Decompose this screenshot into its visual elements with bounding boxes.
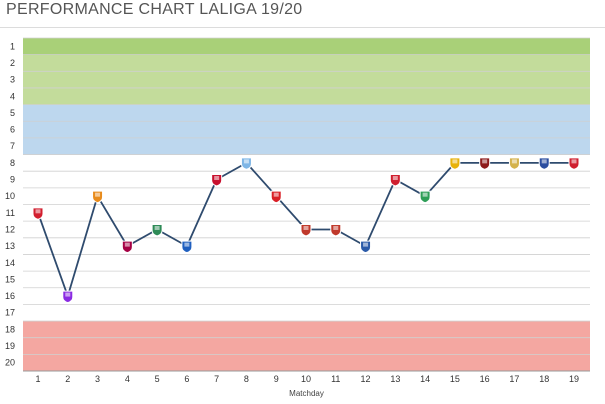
data-point-md-15[interactable] xyxy=(449,157,461,170)
grid-lines xyxy=(23,37,590,372)
x-tick-label: 10 xyxy=(301,374,311,384)
badge-highlight xyxy=(452,159,458,164)
x-tick-label: 14 xyxy=(420,374,430,384)
badge-highlight xyxy=(184,242,190,247)
badge-highlight xyxy=(571,159,577,164)
y-tick-label: 8 xyxy=(10,158,15,168)
x-axis-ticks: 1 2 3 4 5 6 7 8 9 10 11 12 13 14 15 16 17 18 19 xyxy=(35,374,579,384)
data-point-md-4[interactable] xyxy=(121,240,133,254)
data-point-md-1[interactable] xyxy=(32,207,44,220)
y-tick-label: 16 xyxy=(5,291,15,301)
x-tick-label: 8 xyxy=(244,374,249,384)
y-tick-label: 4 xyxy=(10,91,15,101)
x-tick-label: 1 xyxy=(35,374,40,384)
badge-highlight xyxy=(303,225,309,230)
data-point-md-17[interactable] xyxy=(508,157,520,170)
data-point-md-6[interactable] xyxy=(181,240,193,254)
badge-highlight xyxy=(124,242,130,247)
chart-title: PERFORMANCE CHART LALIGA 19/20 xyxy=(6,1,303,18)
x-tick-label: 5 xyxy=(155,374,160,384)
x-tick-label: 12 xyxy=(361,374,371,384)
data-point-md-16[interactable] xyxy=(479,157,491,170)
y-tick-label: 17 xyxy=(5,308,15,318)
data-point-md-13[interactable] xyxy=(389,174,401,187)
x-tick-label: 3 xyxy=(95,374,100,384)
position-band-top xyxy=(23,38,590,55)
badge-highlight xyxy=(65,292,71,297)
data-point-md-18[interactable] xyxy=(538,157,550,170)
badge-highlight xyxy=(363,242,369,247)
x-tick-label: 6 xyxy=(184,374,189,384)
badge-highlight xyxy=(392,176,398,181)
y-tick-label: 18 xyxy=(5,324,15,334)
data-point-md-2[interactable] xyxy=(62,290,74,304)
data-point-md-12[interactable] xyxy=(360,240,372,254)
badge-highlight xyxy=(511,159,517,164)
y-tick-label: 10 xyxy=(5,191,15,201)
x-tick-label: 16 xyxy=(480,374,490,384)
position-band-4 xyxy=(23,321,590,371)
data-point-md-14[interactable] xyxy=(419,190,431,204)
data-point-md-9[interactable] xyxy=(270,190,282,204)
x-tick-label: 19 xyxy=(569,374,579,384)
badge-highlight xyxy=(35,209,41,214)
title-divider xyxy=(0,27,605,28)
x-tick-label: 2 xyxy=(65,374,70,384)
x-tick-label: 13 xyxy=(390,374,400,384)
y-tick-label: 7 xyxy=(10,141,15,151)
x-tick-label: 7 xyxy=(214,374,219,384)
x-tick-label: 11 xyxy=(331,374,340,384)
badge-highlight xyxy=(243,159,249,164)
y-tick-label: 2 xyxy=(10,58,15,68)
y-tick-label: 20 xyxy=(5,358,15,368)
data-point-md-10[interactable] xyxy=(300,223,312,237)
position-band-2 xyxy=(23,104,590,155)
y-tick-label: 14 xyxy=(5,258,15,268)
x-tick-label: 17 xyxy=(509,374,519,384)
y-tick-label: 13 xyxy=(5,241,15,251)
x-axis-label: Matchday xyxy=(289,389,324,398)
badge-highlight xyxy=(214,176,220,181)
y-tick-label: 12 xyxy=(5,224,15,234)
x-tick-label: 15 xyxy=(450,374,460,384)
data-point-md-7[interactable] xyxy=(211,174,223,187)
badge-highlight xyxy=(95,192,101,197)
badge-highlight xyxy=(482,159,488,164)
y-tick-label: 15 xyxy=(5,274,15,284)
x-tick-label: 4 xyxy=(125,374,130,384)
x-tick-label: 9 xyxy=(274,374,279,384)
series-layer xyxy=(32,157,580,304)
data-point-md-11[interactable] xyxy=(330,223,342,237)
y-tick-label: 11 xyxy=(6,208,15,218)
x-tick-label: 18 xyxy=(539,374,549,384)
data-point-md-3[interactable] xyxy=(92,190,104,204)
y-tick-label: 9 xyxy=(10,175,15,185)
data-point-md-8[interactable] xyxy=(240,157,252,170)
y-tick-label: 1 xyxy=(10,41,15,51)
badge-highlight xyxy=(273,192,279,197)
y-tick-label: 6 xyxy=(10,125,15,135)
badge-highlight xyxy=(154,225,160,230)
data-point-md-19[interactable] xyxy=(568,157,580,170)
data-point-md-5[interactable] xyxy=(151,223,163,237)
y-tick-label: 5 xyxy=(10,108,15,118)
y-tick-label: 19 xyxy=(5,341,15,351)
badge-highlight xyxy=(333,225,339,230)
y-tick-label: 3 xyxy=(10,75,15,85)
badge-highlight xyxy=(422,192,428,197)
badge-highlight xyxy=(541,159,547,164)
